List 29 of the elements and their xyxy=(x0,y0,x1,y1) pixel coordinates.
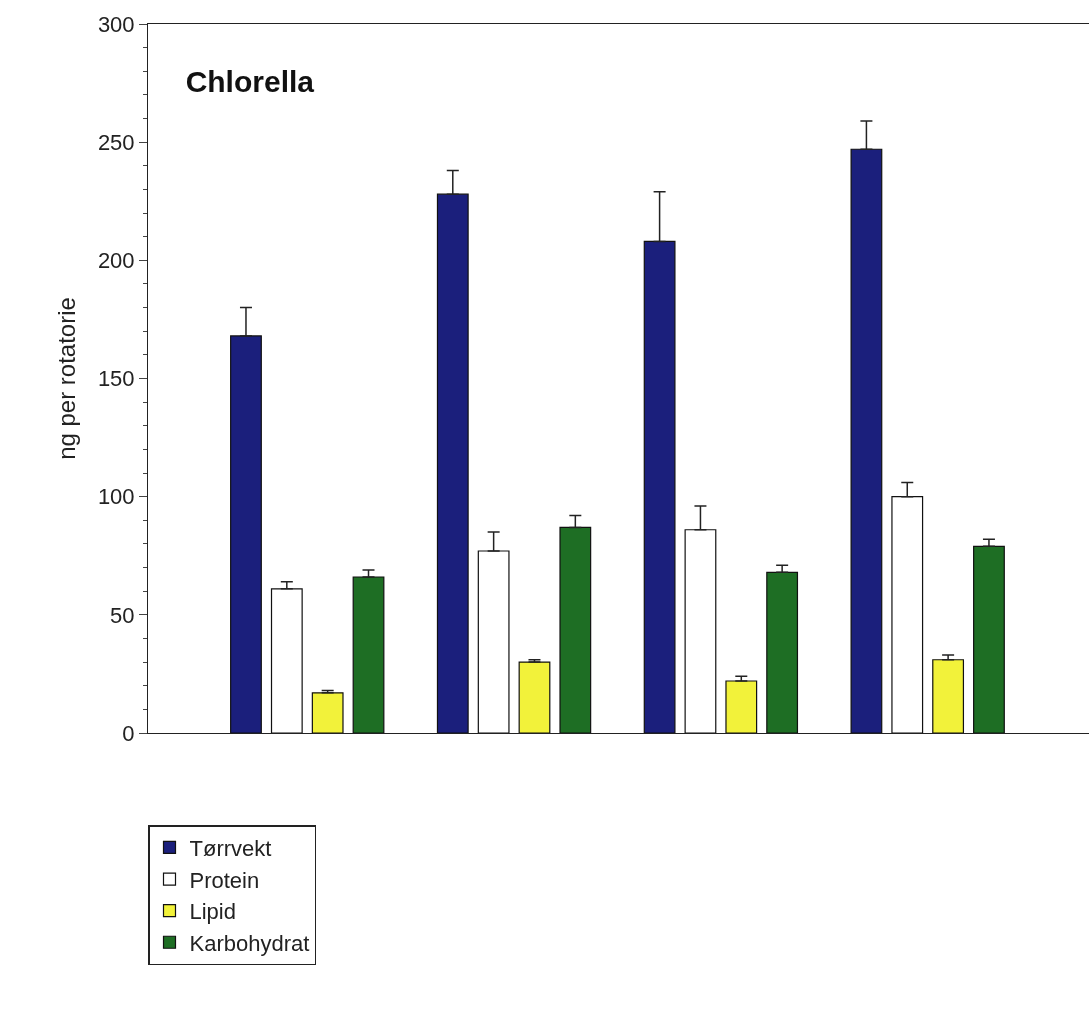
legend-label: Lipid xyxy=(189,899,236,925)
text: Chlorella xyxy=(185,65,315,99)
bar xyxy=(436,193,469,733)
bar xyxy=(643,240,676,733)
bar xyxy=(559,526,592,733)
legend-label: Protein xyxy=(189,867,260,893)
bar xyxy=(477,550,510,733)
bar xyxy=(850,148,883,733)
y-tick-label: 50 xyxy=(110,602,135,628)
legend-label: Karbohydrat xyxy=(189,930,310,956)
bar xyxy=(932,659,965,733)
bar xyxy=(725,680,758,733)
y-tick-label: 250 xyxy=(97,129,135,155)
bar xyxy=(311,692,344,733)
bar xyxy=(270,588,303,733)
bar xyxy=(352,576,385,733)
legend-label: Tørrvekt xyxy=(189,836,272,862)
y-tick-label: 200 xyxy=(97,248,135,274)
y-tick-label: 300 xyxy=(97,11,135,37)
bar xyxy=(518,661,551,733)
bar xyxy=(973,545,1005,733)
bar xyxy=(766,571,799,733)
y-tick-label: 0 xyxy=(122,720,135,746)
bar xyxy=(891,496,924,733)
y-tick-label: 150 xyxy=(97,366,135,392)
y-tick-label: 100 xyxy=(97,484,135,510)
y-axis-title: ng per rotatorie xyxy=(52,297,80,460)
bar xyxy=(230,335,262,733)
bar xyxy=(684,529,717,733)
